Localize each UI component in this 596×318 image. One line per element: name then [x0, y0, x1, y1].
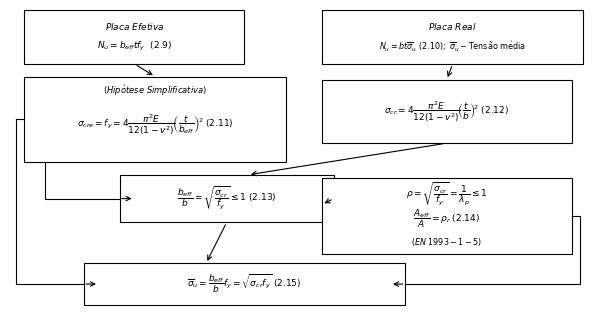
- Text: $\sigma_{cre} = f_y = 4\dfrac{\pi^2 E}{12(1-v^2)}\!\left(\dfrac{t}{b_{eff}}\righ: $\sigma_{cre} = f_y = 4\dfrac{\pi^2 E}{1…: [77, 112, 234, 137]
- Text: $\mathit{Placa\ Efetiva}$: $\mathit{Placa\ Efetiva}$: [105, 21, 164, 32]
- FancyBboxPatch shape: [120, 175, 334, 222]
- FancyBboxPatch shape: [322, 80, 572, 143]
- Text: $N_u = b_{eff}tf_y\ \ (2.9)$: $N_u = b_{eff}tf_y\ \ (2.9)$: [97, 40, 172, 53]
- Text: $\sigma_{cr} = 4\dfrac{\pi^2 E}{12(1-v^2)}\!\left(\dfrac{t}{b}\right)^{\!2}\ (2.: $\sigma_{cr} = 4\dfrac{\pi^2 E}{12(1-v^2…: [384, 99, 509, 124]
- Text: $\rho = \sqrt{\dfrac{\sigma_{cr}}{f_y}} = \dfrac{1}{\lambda_p} \leq 1$: $\rho = \sqrt{\dfrac{\sigma_{cr}}{f_y}} …: [406, 181, 488, 208]
- FancyBboxPatch shape: [322, 10, 583, 64]
- Text: $\dfrac{A_{eff}}{A} = \rho_r\ (2.14)$: $\dfrac{A_{eff}}{A} = \rho_r\ (2.14)$: [413, 208, 480, 230]
- Text: $\mathit{(Hip\acute{o}tese\ Simplificativa)}$: $\mathit{(Hip\acute{o}tese\ Simplificati…: [103, 83, 207, 98]
- Text: $\dfrac{b_{eff}}{b} = \sqrt{\dfrac{\sigma_{cr}}{f_y}} \leq 1\ (2.13)$: $\dfrac{b_{eff}}{b} = \sqrt{\dfrac{\sigm…: [177, 185, 277, 212]
- Text: $\overline{\sigma}_u = \dfrac{b_{eff}}{b}f_y = \sqrt{\sigma_{cr}f_y}\ (2.15)$: $\overline{\sigma}_u = \dfrac{b_{eff}}{b…: [187, 273, 302, 295]
- FancyBboxPatch shape: [24, 10, 244, 64]
- FancyBboxPatch shape: [24, 77, 286, 162]
- Text: $\mathit{Placa\ Real}$: $\mathit{Placa\ Real}$: [429, 21, 477, 32]
- Text: $N_u = bt\overline{\sigma}_u\ (2.10);\ \overline{\sigma}_u - \mathrm{Tens\tilde{: $N_u = bt\overline{\sigma}_u\ (2.10);\ \…: [379, 40, 526, 54]
- FancyBboxPatch shape: [322, 178, 572, 254]
- Text: $\mathit{(EN\ 1993-1-5)}$: $\mathit{(EN\ 1993-1-5)}$: [411, 236, 482, 248]
- FancyBboxPatch shape: [84, 264, 405, 305]
